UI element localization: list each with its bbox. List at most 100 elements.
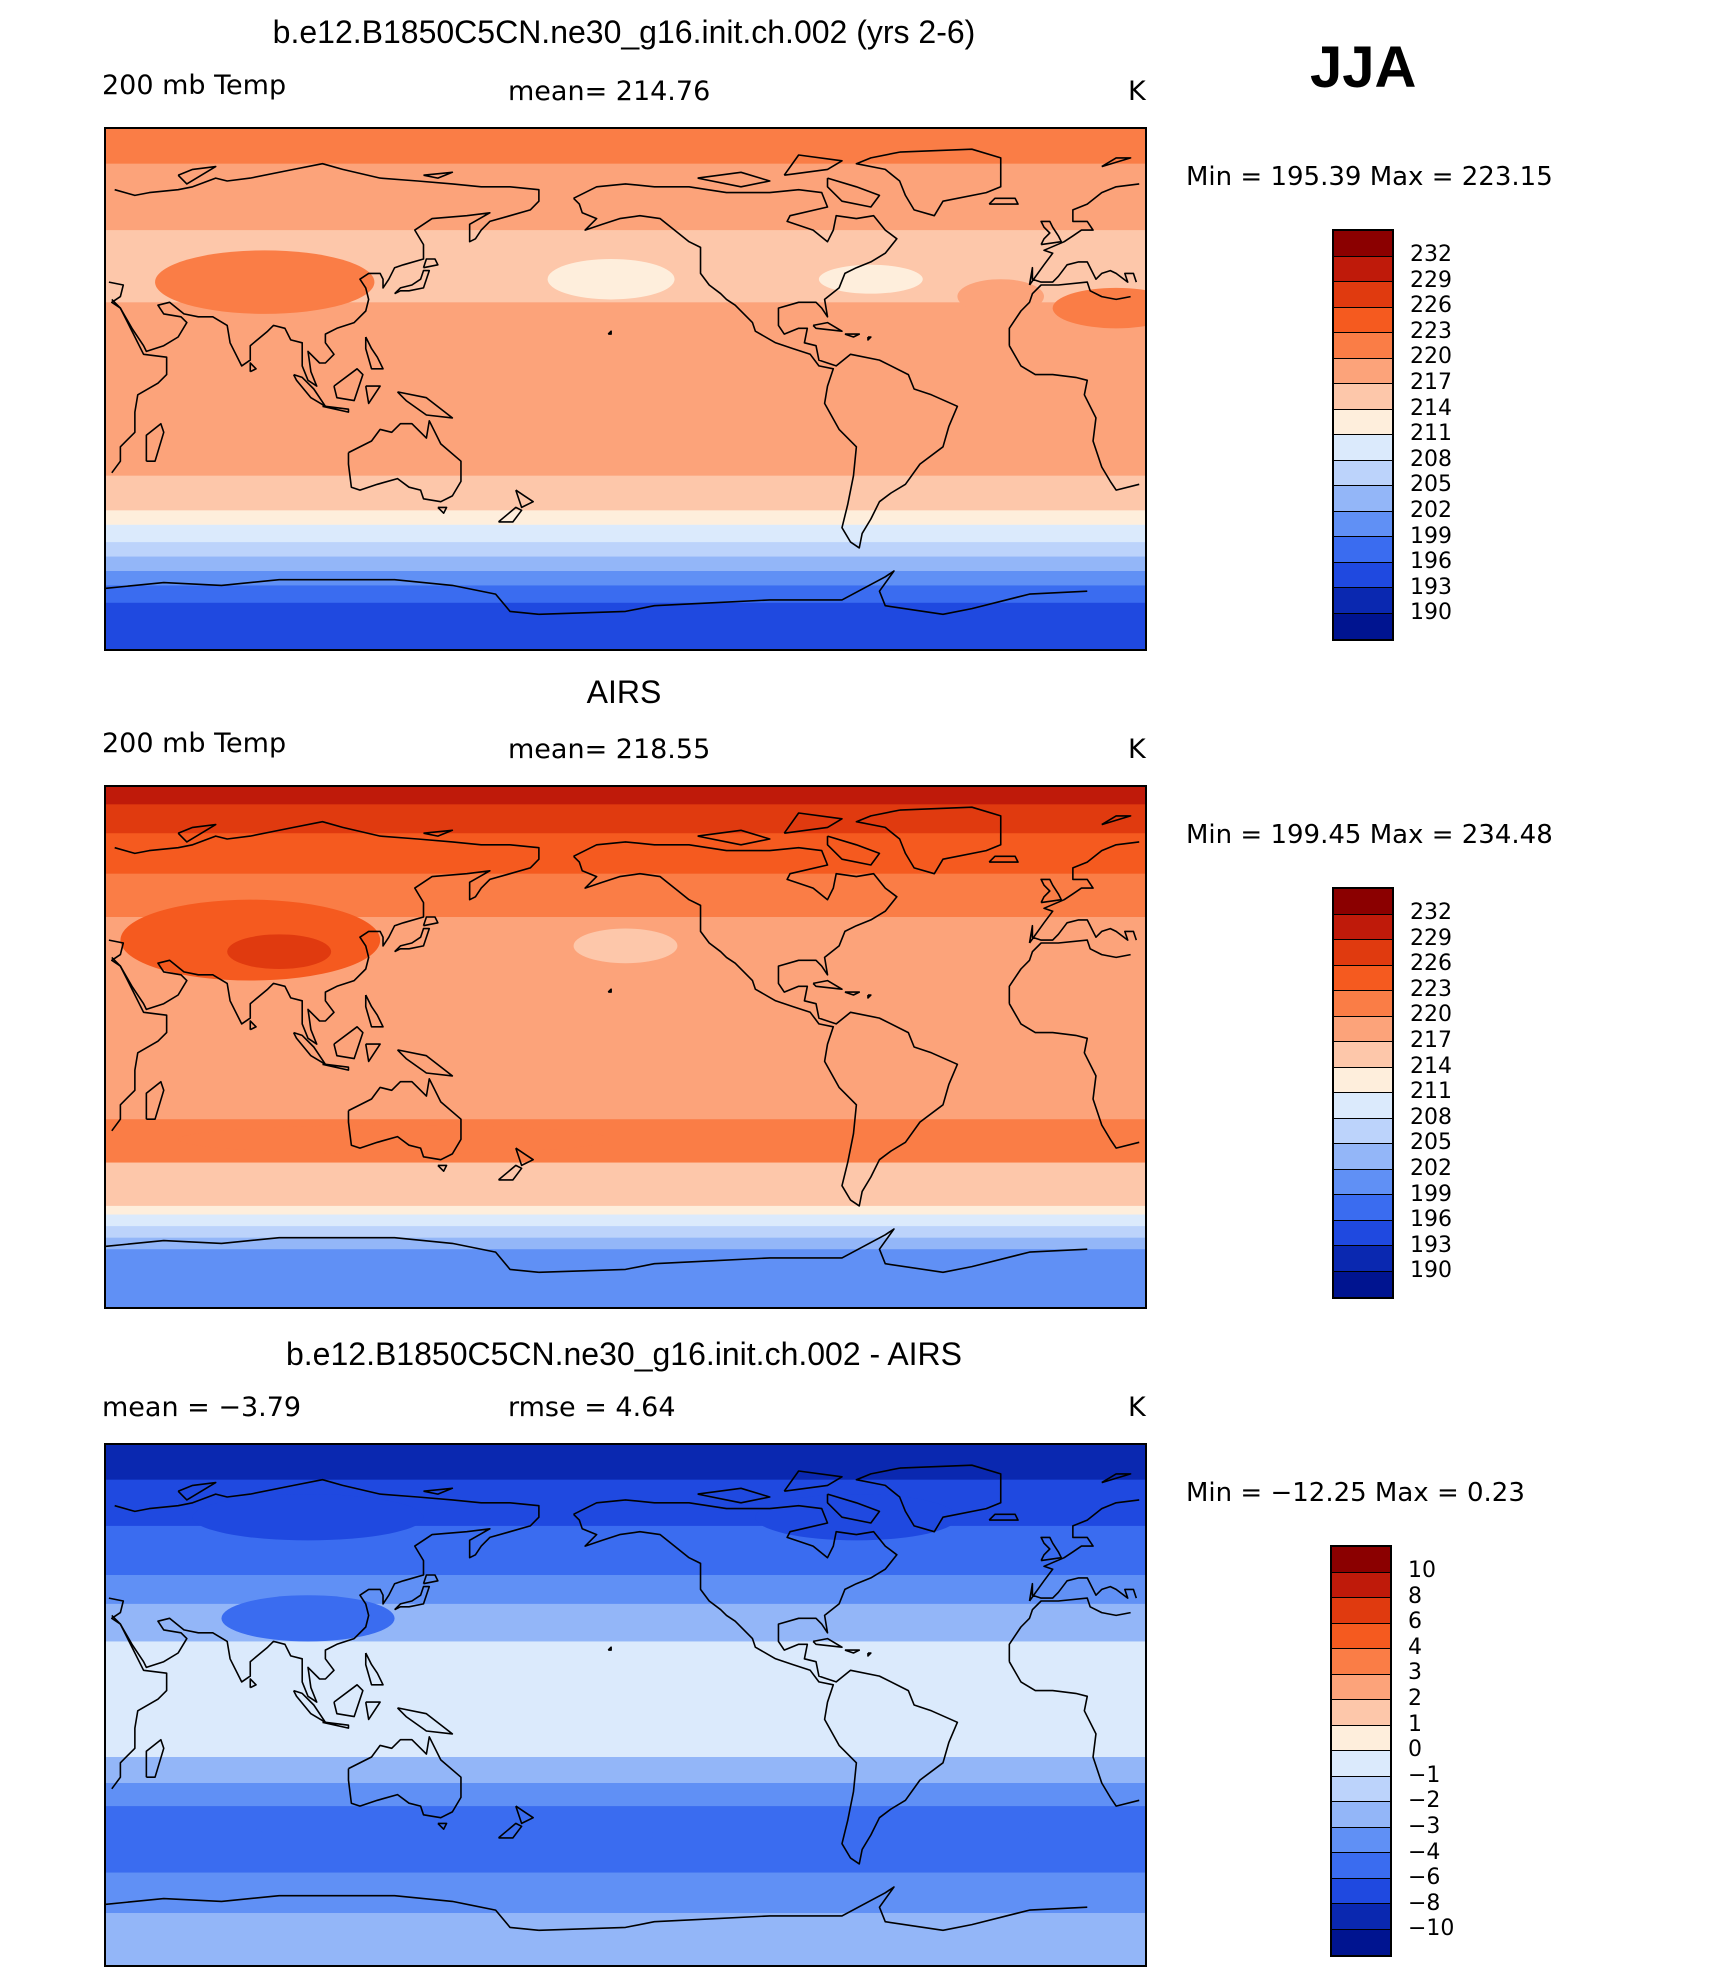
colorbar-swatch	[1334, 1220, 1392, 1246]
colorbar-label: 193	[1410, 1232, 1452, 1258]
coastline	[498, 1164, 523, 1181]
colorbar-swatch	[1334, 511, 1392, 537]
contour-band	[106, 163, 1145, 231]
contour-band	[106, 510, 1145, 526]
coastline	[364, 994, 384, 1028]
coastline	[423, 171, 454, 179]
coastline	[867, 336, 872, 341]
coastline	[394, 269, 431, 295]
colorbar-swatch	[1334, 965, 1392, 991]
colorbar-swatch	[1334, 537, 1392, 563]
colorbar-label: 214	[1410, 395, 1452, 421]
coastline	[422, 1574, 439, 1585]
coastline	[347, 1736, 462, 1819]
colorbar-label: 214	[1410, 1053, 1452, 1079]
colorbar-label: 229	[1410, 925, 1452, 951]
coastline	[249, 1678, 257, 1689]
coastline	[812, 1637, 843, 1648]
coastline	[607, 330, 612, 335]
colorbar-label: 1	[1408, 1711, 1422, 1737]
colorbar-swatch	[1334, 409, 1392, 435]
panel-2-colorbar-labels: 232 229 226 223 220 217 214 211 208 205 202 199 196 1…	[1410, 900, 1452, 1284]
coastline	[333, 1026, 364, 1060]
panel-3-colorbar	[1330, 1545, 1392, 1957]
coastline	[394, 927, 431, 953]
coastline	[498, 1822, 523, 1839]
contour-region	[957, 279, 1044, 314]
panel-2-map-svg	[106, 787, 1145, 1307]
coastline	[106, 1228, 1088, 1274]
colorbar-label: 226	[1410, 951, 1452, 977]
panel-1-units: K	[1128, 76, 1146, 107]
colorbar-swatch	[1332, 1904, 1390, 1930]
panel-1-variable-label: 200 mb Temp	[102, 70, 287, 101]
colorbar-swatch	[1332, 1674, 1390, 1700]
colorbar-swatch	[1334, 1093, 1392, 1119]
colorbar-swatch	[1334, 613, 1392, 639]
panel-1-mean-label: mean= 214.76	[508, 76, 711, 107]
colorbar-label: 2	[1408, 1685, 1422, 1711]
colorbar-label: 217	[1410, 1027, 1452, 1053]
coastline	[347, 420, 462, 503]
coastline	[498, 506, 523, 523]
panel-3-title: b.e12.B1850C5CN.ne30_g16.init.ch.002 - A…	[285, 1336, 962, 1372]
contour-band	[106, 1872, 1145, 1914]
coastline	[783, 812, 843, 834]
contour-region	[914, 1823, 1030, 1847]
colorbar-label: 190	[1410, 1258, 1452, 1284]
coastline	[249, 1020, 257, 1031]
colorbar-swatch	[1334, 1067, 1392, 1093]
contour-band	[106, 1214, 1145, 1227]
coastline	[111, 1597, 1140, 1807]
coastline	[364, 336, 384, 370]
colorbar-swatch	[1332, 1802, 1390, 1828]
contour-region	[155, 250, 375, 314]
contour-region	[178, 1125, 612, 1154]
coastline	[347, 1078, 462, 1161]
colorbar-label: 211	[1410, 421, 1452, 447]
coastline	[812, 979, 843, 990]
panel-1-colorbar	[1332, 229, 1394, 641]
contour-band	[106, 475, 1145, 511]
colorbar-label: 196	[1410, 1207, 1452, 1233]
panel-3-map	[104, 1443, 1147, 1967]
coastline	[364, 1701, 381, 1721]
coastline	[177, 165, 217, 185]
colorbar-swatch	[1334, 358, 1392, 384]
coastline	[988, 1513, 1019, 1521]
colorbar-label: 193	[1410, 574, 1452, 600]
colorbar-swatch	[1334, 486, 1392, 512]
colorbar-label: 223	[1410, 976, 1452, 1002]
coastline	[364, 385, 381, 405]
coastline	[423, 829, 454, 837]
coastline	[437, 506, 448, 514]
contour-band	[106, 804, 1145, 834]
coastline	[515, 489, 534, 509]
colorbar-swatch	[1334, 256, 1392, 282]
coastline	[783, 154, 843, 176]
coastline	[988, 197, 1019, 205]
coastline	[855, 806, 1002, 875]
coastline	[572, 1499, 959, 1865]
contour-region	[573, 928, 678, 964]
coastline	[1040, 220, 1063, 246]
contour-region	[481, 1823, 655, 1847]
colorbar-swatch	[1334, 460, 1392, 486]
coastline	[1040, 1536, 1063, 1562]
colorbar-label: −6	[1408, 1865, 1441, 1891]
colorbar-label: 0	[1408, 1737, 1422, 1763]
coastline	[697, 829, 771, 846]
contour-band	[106, 129, 1145, 165]
contour-band	[106, 1249, 1145, 1307]
coastline	[988, 855, 1019, 863]
contour-band	[106, 556, 1145, 572]
coastline	[607, 1646, 612, 1651]
contour-region	[192, 1494, 424, 1541]
colorbar-label: −3	[1408, 1813, 1441, 1839]
coastline	[867, 994, 872, 999]
coastline	[867, 1652, 872, 1657]
colorbar-swatch	[1334, 384, 1392, 410]
colorbar-swatch	[1332, 1878, 1390, 1904]
colorbar-label: 202	[1410, 1155, 1452, 1181]
colorbar-swatch	[1334, 435, 1392, 461]
